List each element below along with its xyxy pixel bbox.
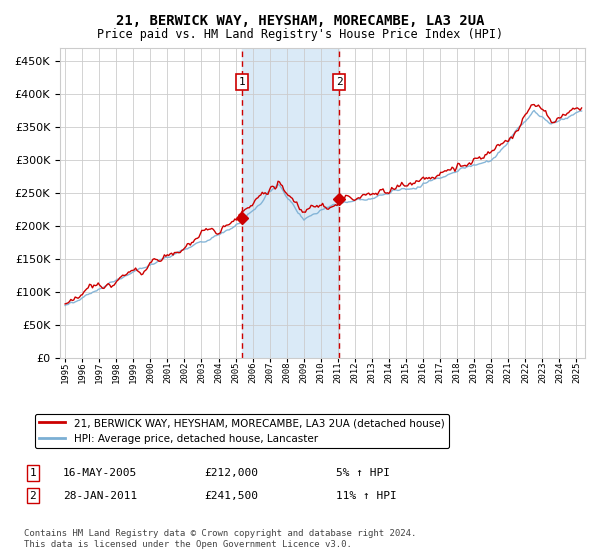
Text: 2008: 2008 (282, 361, 291, 382)
Text: Contains HM Land Registry data © Crown copyright and database right 2024.
This d: Contains HM Land Registry data © Crown c… (24, 529, 416, 549)
Text: Price paid vs. HM Land Registry's House Price Index (HPI): Price paid vs. HM Land Registry's House … (97, 28, 503, 41)
Text: 2: 2 (336, 77, 343, 87)
Text: 2002: 2002 (180, 361, 189, 382)
Text: 2016: 2016 (419, 361, 428, 382)
Text: 5% ↑ HPI: 5% ↑ HPI (336, 468, 390, 478)
Bar (242, 48, 339, 358)
Text: 2024: 2024 (555, 361, 564, 382)
Text: 1999: 1999 (129, 361, 138, 382)
Text: 16-MAY-2005: 16-MAY-2005 (63, 468, 137, 478)
Text: 2019: 2019 (470, 361, 479, 382)
Text: 21, BERWICK WAY, HEYSHAM, MORECAMBE, LA3 2UA: 21, BERWICK WAY, HEYSHAM, MORECAMBE, LA3… (116, 14, 484, 28)
Text: 2001: 2001 (163, 361, 172, 382)
Text: 2007: 2007 (265, 361, 274, 382)
Text: 1997: 1997 (95, 361, 104, 382)
Text: 2013: 2013 (367, 361, 376, 382)
Text: 2021: 2021 (504, 361, 513, 382)
Text: 2003: 2003 (197, 361, 206, 382)
Text: £212,000: £212,000 (204, 468, 258, 478)
Text: 28-JAN-2011: 28-JAN-2011 (63, 491, 137, 501)
Text: 2010: 2010 (316, 361, 325, 382)
Text: 2011: 2011 (334, 361, 343, 382)
Text: 1996: 1996 (77, 361, 86, 382)
Text: 1: 1 (29, 468, 37, 478)
Text: 2012: 2012 (350, 361, 359, 382)
Text: 1998: 1998 (112, 361, 121, 382)
Text: 2: 2 (29, 491, 37, 501)
Text: 2017: 2017 (436, 361, 445, 382)
Text: 11% ↑ HPI: 11% ↑ HPI (336, 491, 397, 501)
Text: £241,500: £241,500 (204, 491, 258, 501)
Text: 2005: 2005 (231, 361, 240, 382)
Text: 2004: 2004 (214, 361, 223, 382)
Text: 2023: 2023 (538, 361, 547, 382)
Text: 2009: 2009 (299, 361, 308, 382)
Text: 2014: 2014 (385, 361, 394, 382)
Text: 2015: 2015 (401, 361, 410, 382)
Legend: 21, BERWICK WAY, HEYSHAM, MORECAMBE, LA3 2UA (detached house), HPI: Average pric: 21, BERWICK WAY, HEYSHAM, MORECAMBE, LA3… (35, 414, 449, 448)
Text: 1: 1 (238, 77, 245, 87)
Text: 2025: 2025 (572, 361, 581, 382)
Text: 2006: 2006 (248, 361, 257, 382)
Text: 2022: 2022 (521, 361, 530, 382)
Text: 2020: 2020 (487, 361, 496, 382)
Text: 2018: 2018 (452, 361, 461, 382)
Text: 2000: 2000 (146, 361, 155, 382)
Text: 1995: 1995 (61, 361, 70, 382)
